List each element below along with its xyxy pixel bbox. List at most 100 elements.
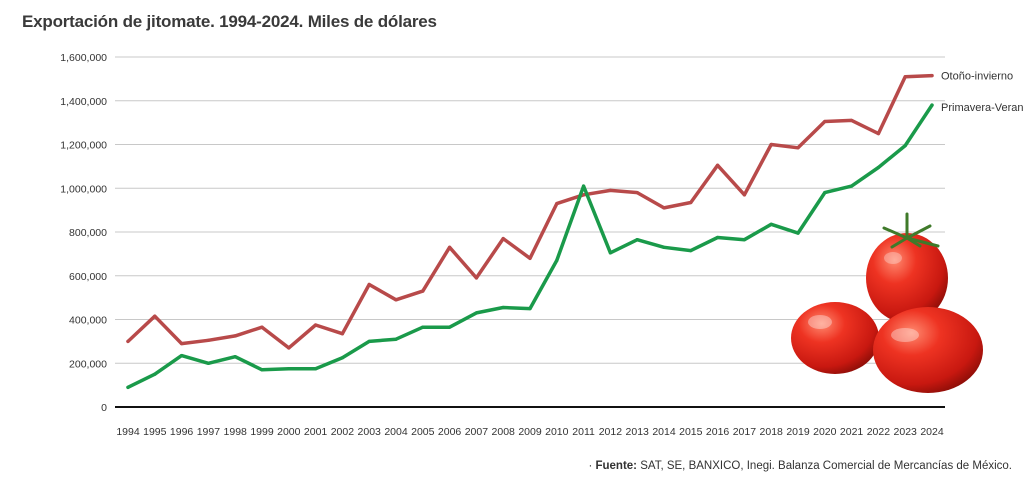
data-point: [528, 306, 532, 311]
data-point: [528, 256, 532, 260]
x-tick-label: 1994: [116, 426, 140, 438]
x-tick-label: 1996: [170, 426, 194, 438]
x-tick-label: 2019: [786, 426, 810, 438]
tomato-highlight: [808, 315, 832, 329]
y-axis-ticks: 0 200,000 400,000 600,000 800,000 1,000,000 1,…: [60, 52, 107, 414]
data-point: [260, 368, 264, 372]
data-point: [662, 245, 666, 249]
tomato-stem: [882, 212, 940, 249]
data-point: [635, 238, 639, 242]
x-tick-label: 2005: [411, 426, 435, 438]
data-point: [206, 361, 210, 365]
x-tick-label: 2020: [813, 426, 837, 438]
data-point: [716, 163, 720, 167]
data-point: [474, 311, 478, 315]
data-point: [930, 73, 934, 78]
x-tick-label: 2009: [518, 426, 542, 438]
legend: Otoño-invierno Primavera-Verano: [941, 71, 1024, 115]
source-text: SAT, SE, BANXICO, Inegi. Balanza Comerci…: [640, 460, 1012, 472]
data-point: [394, 298, 398, 302]
y-tick-label: 200,000: [69, 358, 107, 370]
data-point: [903, 75, 907, 79]
data-point: [876, 131, 881, 136]
data-point: [126, 385, 130, 389]
x-tick-label: 1999: [250, 426, 274, 438]
x-tick-label: 2022: [867, 426, 891, 438]
data-point: [876, 165, 881, 170]
data-point: [153, 314, 157, 318]
y-tick-label: 400,000: [69, 315, 107, 327]
x-tick-label: 2021: [840, 426, 864, 438]
data-point: [287, 367, 291, 371]
data-point: [608, 188, 613, 193]
tomato-highlight: [884, 252, 902, 264]
source-label: Fuente:: [595, 460, 638, 472]
source-bullet: ·: [588, 460, 593, 472]
data-point: [501, 236, 505, 241]
data-point: [796, 146, 800, 150]
data-point: [421, 289, 425, 293]
data-point: [769, 222, 773, 226]
data-point: [340, 356, 344, 360]
data-point: [340, 332, 344, 336]
data-point: [448, 325, 452, 329]
x-tick-label: 2017: [733, 426, 757, 438]
data-point: [474, 276, 478, 280]
y-tick-label: 1,400,000: [60, 96, 107, 108]
data-point: [823, 191, 827, 195]
x-axis-ticks: 1994 1995 1996 1997 1998 1999 2000 2001 2002 2003…: [116, 426, 944, 438]
tomato-highlight: [891, 328, 919, 342]
x-tick-label: 1998: [224, 426, 248, 438]
x-tick-label: 2010: [545, 426, 569, 438]
x-tick-label: 2000: [277, 426, 301, 438]
grid-lines: [115, 56, 945, 364]
data-point: [501, 305, 505, 310]
x-tick-label: 2013: [626, 426, 650, 438]
y-tick-label: 800,000: [69, 227, 107, 239]
chart-title: Exportación de jitomate. 1994-2024. Mile…: [22, 12, 437, 31]
data-point: [555, 258, 559, 263]
data-point: [314, 323, 318, 327]
data-point: [796, 231, 800, 235]
y-tick-label: 0: [101, 402, 107, 414]
data-point: [903, 143, 907, 148]
data-point: [555, 201, 559, 206]
x-tick-label: 2015: [679, 426, 703, 438]
series-lines: [126, 73, 934, 390]
legend-label: Primavera-Verano: [941, 102, 1024, 114]
data-point: [742, 193, 747, 197]
x-tick-label: 2004: [384, 426, 408, 438]
data-point: [180, 353, 184, 358]
data-point: [367, 282, 371, 287]
data-point: [233, 334, 237, 338]
source-note: · Fuente: SAT, SE, BANXICO, Inegi. Balan…: [588, 460, 1012, 472]
data-point: [394, 337, 398, 341]
data-point: [716, 235, 720, 240]
x-tick-label: 2024: [920, 426, 944, 438]
x-tick-label: 1995: [143, 426, 167, 438]
tomato-image: [791, 212, 983, 393]
x-tick-label: 1997: [197, 426, 221, 438]
data-point: [689, 200, 693, 205]
x-tick-label: 2018: [760, 426, 784, 438]
tomato-back: [866, 233, 948, 323]
data-point: [448, 245, 452, 249]
x-tick-label: 2006: [438, 426, 462, 438]
x-tick-label: 2007: [465, 426, 489, 438]
x-tick-label: 2003: [358, 426, 382, 438]
data-point: [126, 339, 130, 343]
data-point: [769, 142, 773, 147]
data-point: [850, 118, 854, 123]
data-point: [662, 206, 666, 210]
data-point: [742, 238, 747, 242]
data-point: [582, 184, 586, 188]
x-tick-label: 2011: [572, 426, 595, 438]
data-point: [421, 325, 425, 329]
data-point: [206, 338, 210, 342]
y-tick-label: 1,200,000: [60, 140, 107, 152]
x-tick-label: 2008: [492, 426, 516, 438]
data-point: [367, 339, 371, 343]
data-point: [287, 346, 291, 350]
x-tick-label: 2002: [331, 426, 355, 438]
